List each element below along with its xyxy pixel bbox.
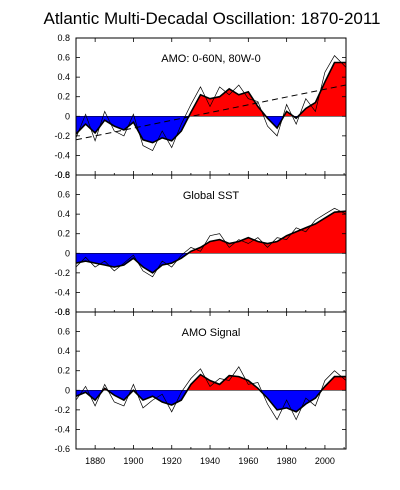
y-tick-label: 0.6 <box>57 190 70 200</box>
smoothed-series-line <box>76 61 346 144</box>
x-tick-label: 1940 <box>200 456 220 466</box>
y-tick-label: 0 <box>65 385 70 395</box>
series-lines <box>76 207 346 278</box>
y-tick-label: 0.4 <box>57 209 70 219</box>
y-tick-label: -0.6 <box>54 170 70 180</box>
negative-area <box>76 116 346 143</box>
y-tick-label: -0.2 <box>54 268 70 278</box>
y-tick-label: -0.4 <box>54 287 70 297</box>
negative-area <box>76 390 346 412</box>
y-tick-label: -0.6 <box>54 444 70 454</box>
raw-series-line <box>76 366 346 421</box>
negative-area <box>76 253 346 273</box>
y-tick-label: 0.8 <box>57 170 70 180</box>
y-tick-label: -0.4 <box>54 150 70 160</box>
y-tick-label: 0.8 <box>57 307 70 317</box>
y-tick-label: -0.2 <box>54 405 70 415</box>
y-tick-label: -0.4 <box>54 424 70 434</box>
area-fills <box>76 211 346 273</box>
panels: -0.6 -0.4 -0.2 0 0.2 0.4 0.6 0.8 AMO: 0-60N, 80W… <box>54 33 347 466</box>
area-fills <box>76 62 346 143</box>
panel-frame <box>75 311 347 450</box>
x-tick-label: 1960 <box>238 456 258 466</box>
positive-area <box>76 374 346 391</box>
positive-area <box>76 62 346 117</box>
panel-label: Global SST <box>183 190 240 202</box>
y-tick-label: 0.4 <box>57 72 70 82</box>
area-fills <box>76 374 346 412</box>
y-tick-label: 0.6 <box>57 327 70 337</box>
series-lines <box>76 366 346 421</box>
chart-title: Atlantic Multi-Decadal Oscillation: 1870… <box>43 9 380 28</box>
x-tick-label: 1880 <box>85 456 105 466</box>
y-tick-label: 0.2 <box>57 366 70 376</box>
linear-trend-line <box>76 84 346 141</box>
panel-2: -0.6 -0.4 -0.2 0 0.2 0.4 0.6 0.8 Global SST <box>54 170 347 317</box>
smoothed-series-line <box>76 210 346 274</box>
panel-label: AMO Signal <box>182 327 241 339</box>
y-tick-label: 0.2 <box>57 229 70 239</box>
panel-1: -0.6 -0.4 -0.2 0 0.2 0.4 0.6 0.8 AMO: 0-60N, 80W… <box>54 33 347 180</box>
smoothed-series-line <box>76 373 346 413</box>
panel-label: AMO: 0-60N, 80W-0 <box>161 53 260 65</box>
panel-3: -0.6 -0.4 -0.2 0 0.2 0.4 0.6 0.8 1880 1900 1920 194… <box>54 307 347 466</box>
series-lines <box>76 55 346 151</box>
x-tick-label: 1980 <box>277 456 297 466</box>
y-tick-label: 0.2 <box>57 92 70 102</box>
y-tick-label: -0.2 <box>54 131 70 141</box>
positive-area <box>76 211 346 254</box>
y-tick-label: 0 <box>65 111 70 121</box>
x-tick-label: 2000 <box>315 456 335 466</box>
y-tick-label: -0.6 <box>54 307 70 317</box>
y-tick-label: 0.6 <box>57 53 70 63</box>
y-tick-label: 0.4 <box>57 346 70 356</box>
y-tick-label: 0 <box>65 248 70 258</box>
x-tick-label: 1900 <box>123 456 143 466</box>
y-tick-label: 0.8 <box>57 33 70 43</box>
x-tick-label: 1920 <box>162 456 182 466</box>
